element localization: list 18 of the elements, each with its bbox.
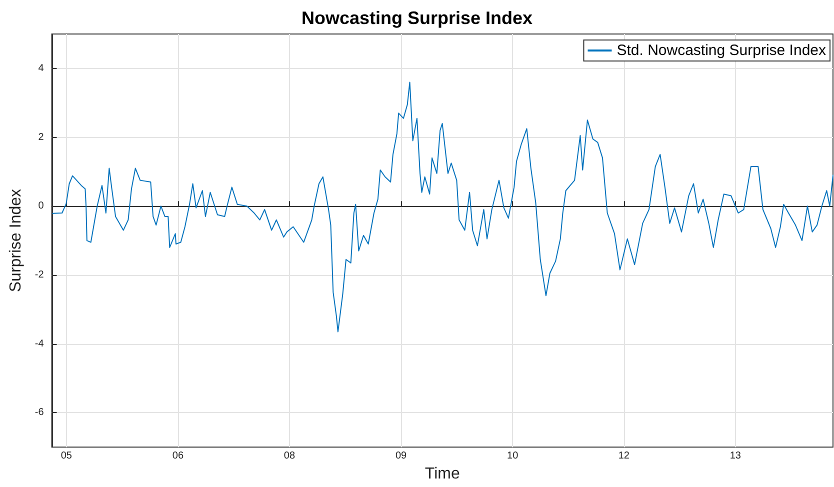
- x-tick-label: 06: [172, 450, 184, 462]
- x-tick-label: 12: [618, 450, 630, 462]
- x-tick-label: 10: [507, 450, 519, 462]
- y-axis-title: Surprise Index: [8, 188, 24, 292]
- x-tick-label: 05: [60, 450, 72, 462]
- chart-title: Nowcasting Surprise Index: [301, 8, 533, 28]
- y-tick-label: 0: [38, 200, 44, 212]
- y-tick-label: 2: [38, 132, 44, 143]
- legend-label: Std. Nowcasting Surprise Index: [616, 42, 826, 59]
- x-axis-title: Time: [424, 466, 460, 482]
- x-tick-label: 09: [395, 450, 408, 462]
- y-tick-label: -2: [34, 269, 44, 280]
- x-tick-label: 13: [730, 450, 742, 462]
- y-tick-label: -6: [34, 407, 44, 418]
- y-tick-label: 4: [38, 62, 44, 74]
- line-series: [52, 82, 834, 332]
- y-tick-label: -4: [34, 338, 44, 350]
- x-tick-label: 08: [284, 450, 296, 462]
